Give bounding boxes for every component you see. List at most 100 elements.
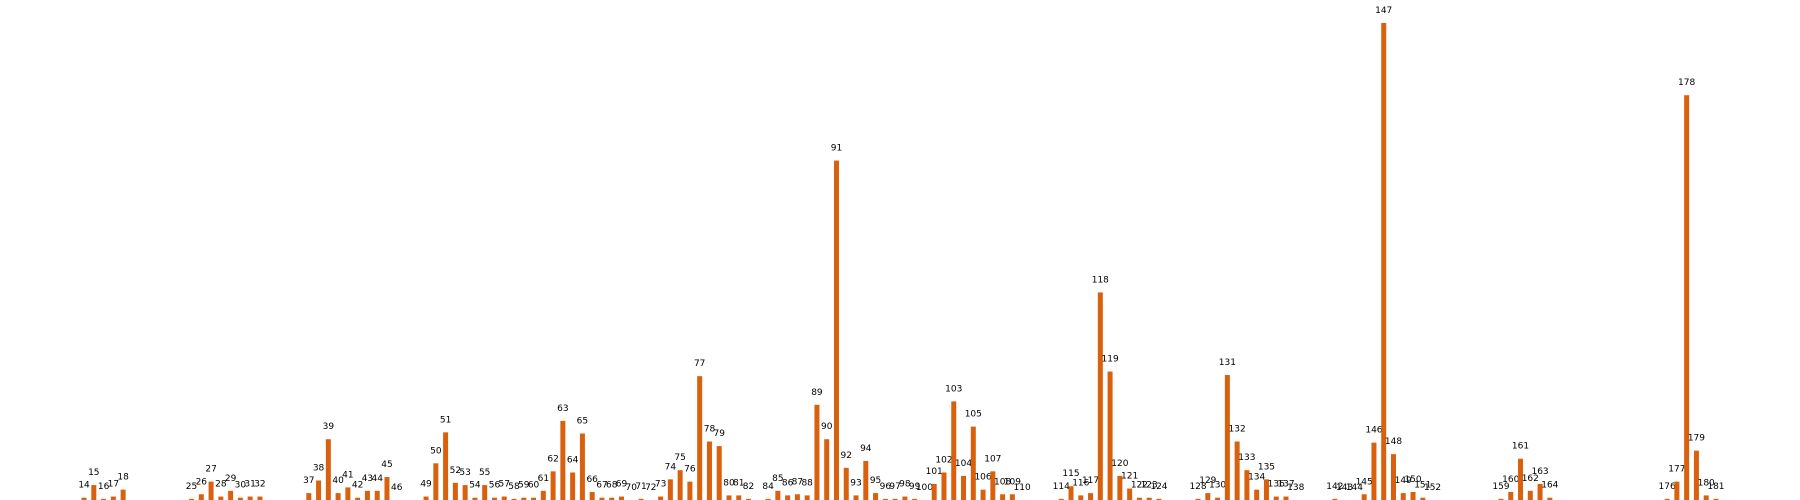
bar [589, 491, 595, 500]
bar [638, 498, 644, 500]
bar-label: 17 [108, 480, 119, 490]
bar [1713, 498, 1719, 500]
bar [316, 480, 322, 500]
bar-label: 42 [352, 481, 363, 491]
bar [1000, 494, 1006, 500]
bar [257, 496, 263, 500]
bar-label: 29 [225, 474, 237, 484]
bar-label: 91 [831, 144, 842, 154]
bar-label: 68 [606, 481, 618, 491]
bar-label: 28 [215, 480, 227, 490]
bar-label: 71 [635, 482, 646, 492]
bar-label: 66 [586, 475, 598, 485]
bar-label: 32 [254, 480, 265, 490]
bar-label: 92 [841, 451, 852, 461]
bar-label: 179 [1688, 434, 1705, 444]
bar [491, 497, 497, 500]
bar-label: 89 [811, 388, 823, 398]
bar [521, 497, 527, 500]
bar-label: 57 [499, 480, 510, 490]
bar-label: 135 [1258, 462, 1275, 472]
bar-label: 81 [733, 478, 744, 488]
bar [364, 490, 370, 500]
bar-label: 119 [1102, 355, 1119, 365]
bar-label: 84 [762, 482, 774, 492]
bar [501, 496, 507, 500]
bar [1684, 95, 1690, 500]
bar-label: 94 [860, 444, 872, 454]
bar [452, 482, 458, 500]
bar-label: 118 [1092, 275, 1109, 285]
bar [1400, 493, 1406, 500]
bar [1107, 371, 1113, 500]
bar [511, 498, 517, 500]
bar [1136, 497, 1142, 500]
bar-label: 131 [1219, 358, 1236, 368]
bar-label: 38 [313, 464, 325, 474]
bar [970, 426, 976, 500]
bar [423, 496, 429, 500]
bar [560, 420, 566, 500]
bar [306, 493, 312, 500]
bar-label: 39 [323, 422, 335, 432]
bar [208, 481, 214, 500]
bar-label: 109 [1004, 477, 1021, 487]
bar [1244, 470, 1250, 500]
bar-label: 133 [1238, 453, 1255, 463]
bar-label: 144 [1346, 483, 1363, 493]
bar [609, 497, 615, 500]
bar [716, 446, 722, 500]
bar [931, 483, 937, 500]
bar [1068, 486, 1074, 500]
bar [941, 472, 947, 500]
bar [1283, 496, 1289, 500]
bar-label: 51 [440, 415, 451, 425]
bar [1215, 497, 1221, 500]
bar [1224, 375, 1230, 500]
bar-label: 151 [1414, 481, 1431, 491]
bar [189, 498, 195, 500]
bar [658, 496, 664, 500]
bar-label: 100 [916, 483, 933, 493]
bar-label: 15 [88, 468, 99, 478]
bar [482, 485, 488, 500]
bar-label: 18 [117, 473, 129, 483]
bar [775, 490, 781, 500]
bar [91, 485, 97, 500]
bar-label: 55 [479, 468, 490, 478]
bar [599, 497, 605, 500]
bar [384, 477, 390, 500]
bar-label: 80 [723, 478, 735, 488]
bar [1009, 494, 1015, 500]
bar [1205, 493, 1211, 500]
bar-label: 120 [1111, 459, 1128, 469]
bar [736, 495, 742, 500]
bar-label: 121 [1121, 472, 1138, 482]
bar [579, 433, 585, 500]
bar [1390, 454, 1396, 500]
bar-label: 181 [1707, 482, 1724, 492]
bar-label: 178 [1678, 78, 1695, 88]
bar-label: 115 [1062, 469, 1079, 479]
bar [1381, 22, 1387, 500]
bar-label: 76 [684, 465, 696, 475]
bar [873, 493, 879, 500]
bar [863, 461, 869, 500]
bar-label: 146 [1365, 426, 1382, 436]
bar [1263, 479, 1269, 500]
bar-label: 104 [955, 459, 972, 469]
bar [1273, 496, 1279, 500]
bar [882, 498, 888, 500]
bar [794, 494, 800, 500]
bar-label: 134 [1248, 473, 1265, 483]
bar-label: 138 [1287, 483, 1304, 493]
bar-label: 74 [665, 462, 677, 472]
bar [1547, 497, 1553, 500]
bar-label: 136 [1268, 480, 1285, 490]
bar-label: 85 [772, 474, 783, 484]
bar-label: 56 [489, 481, 501, 491]
bar [345, 487, 351, 500]
bar-label: 148 [1385, 437, 1402, 447]
